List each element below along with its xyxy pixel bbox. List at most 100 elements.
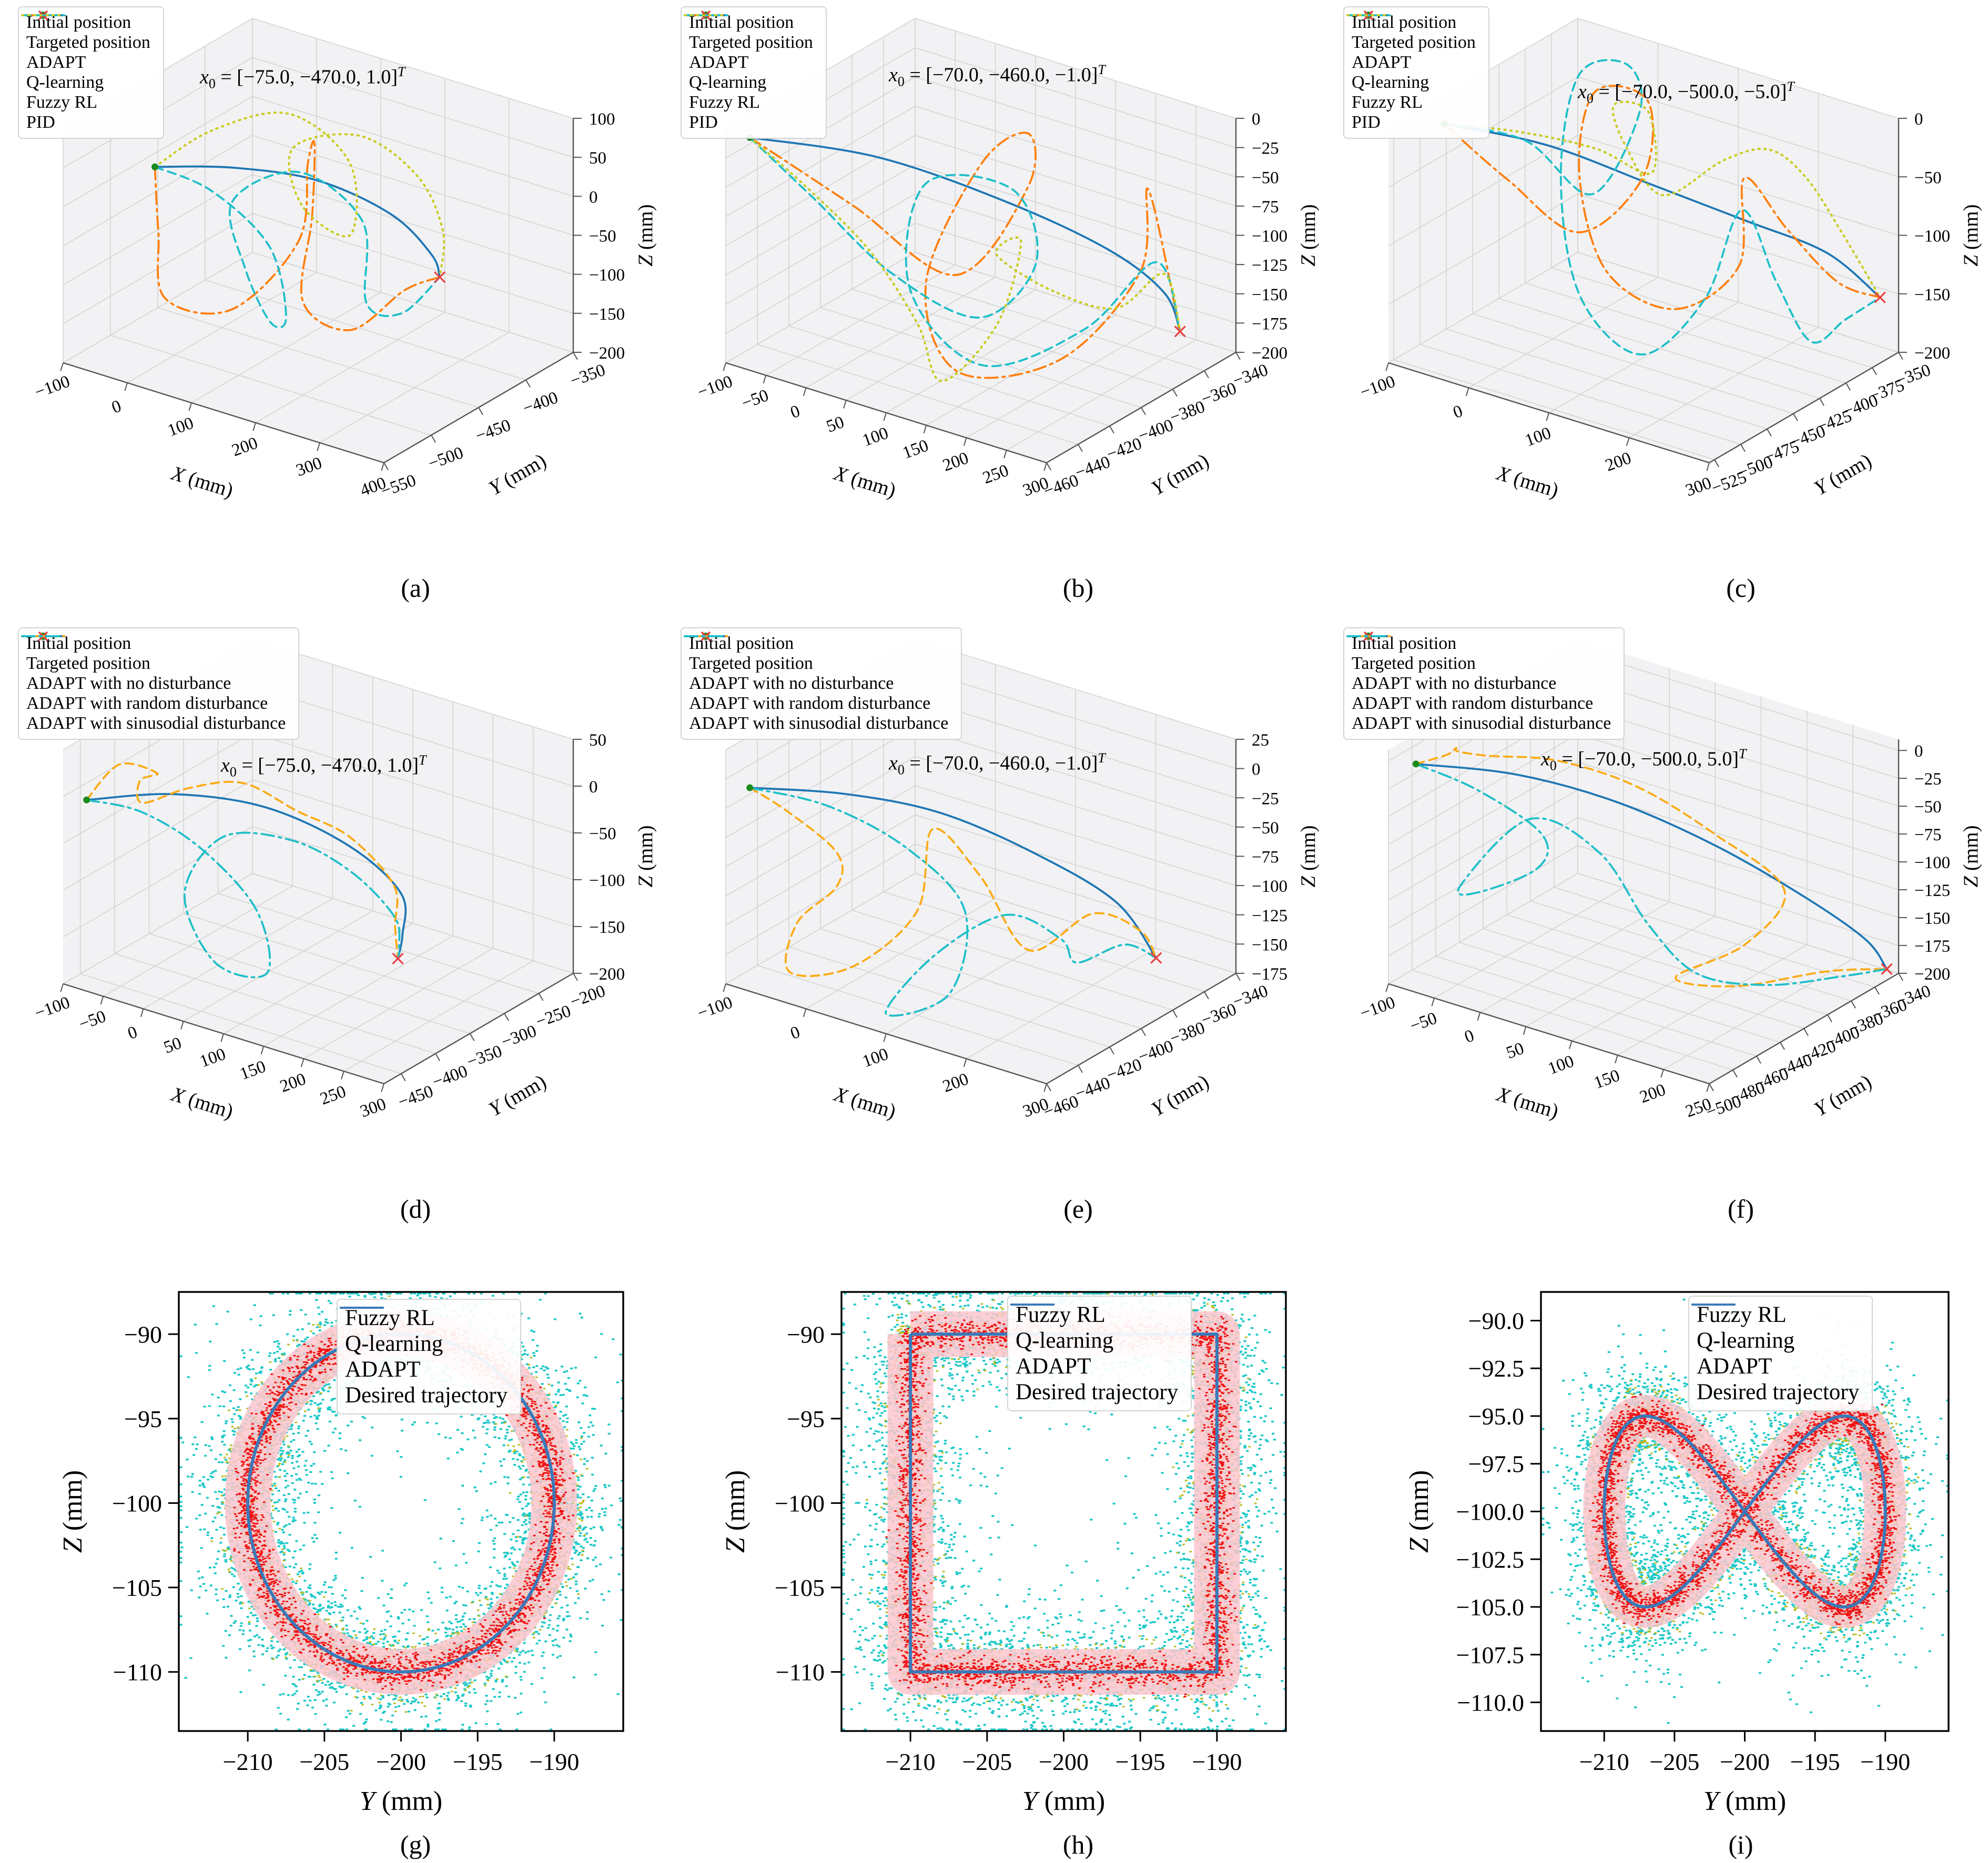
svg-text:−200: −200 (1914, 344, 1950, 363)
plot3d-d: −100 −50 050 100 150 200 250 300−200−250−300−35… (32, 639, 657, 1123)
legend-item-label: Targeted position (26, 654, 150, 673)
annotation-sub: 0 (897, 762, 905, 778)
legend-row3: Fuzzy RL Q-learning ADAPT Desired trajector… (1688, 1296, 1873, 1411)
svg-text:0: 0 (1451, 402, 1465, 422)
svg-text:300: 300 (1683, 474, 1714, 501)
svg-text:−100: −100 (589, 871, 625, 890)
svg-text:200: 200 (940, 449, 971, 475)
svg-text:−100: −100 (1357, 372, 1397, 402)
svg-text:−150: −150 (589, 305, 625, 324)
tick-marks (168, 1333, 555, 1742)
svg-text:−107.5: −107.5 (1456, 1642, 1524, 1668)
annotation-body: = [−70.0, −500.0, −5.0] (1593, 80, 1787, 103)
caption-f: (f) (1728, 1194, 1754, 1224)
svg-text:−195: −195 (453, 1748, 503, 1775)
svg-text:−25: −25 (1914, 770, 1942, 789)
legend-item: ADAPT (1010, 1304, 1178, 1379)
svg-text:25: 25 (1252, 731, 1269, 750)
x-axis-label: X (mm) (168, 462, 236, 502)
tick-labels: −100 −50 050 100 150 200 250 300−340−360−380−40… (695, 110, 1287, 501)
svg-text:250: 250 (980, 461, 1011, 488)
legend-item: Q-learning (1010, 1304, 1178, 1353)
svg-text:−460: −460 (1041, 471, 1081, 501)
svg-text:−90.0: −90.0 (1468, 1307, 1524, 1334)
svg-text:200: 200 (1603, 449, 1634, 475)
svg-text:−95: −95 (124, 1406, 162, 1432)
annotation-sub: 0 (208, 76, 216, 91)
legend-item-label: ADAPT with no disturbance (26, 674, 231, 693)
legend-item-label: ADAPT with random disturbance (26, 694, 268, 713)
svg-text:−75: −75 (1914, 826, 1942, 844)
svg-text:−75: −75 (1252, 848, 1279, 867)
initial-state-annotation: x0 = [−75.0, −470.0, 1.0]T (200, 64, 405, 91)
x-axis-label: X (mm) (1493, 1083, 1561, 1123)
tick-labels: −210 −205 −200 −195 −190 −90.0 −92.5 −95.0 −97.5… (1456, 1307, 1911, 1775)
legend-item: Fuzzy RL (1010, 1302, 1178, 1328)
annotation-var: x (1541, 748, 1550, 770)
svg-text:−100: −100 (1252, 877, 1287, 896)
y-axis-label: Y (mm) (1810, 449, 1875, 500)
svg-text:−200: −200 (589, 965, 625, 984)
legend-item: Targeted position (689, 10, 813, 53)
trajectory-adapt-with-no-disturbance (748, 787, 1158, 959)
svg-text:−125: −125 (1252, 256, 1287, 275)
annotation-sup: T (1738, 746, 1747, 761)
annotation-sub: 0 (1586, 90, 1594, 106)
legend-item: ADAPT with sinusodial disturbance (684, 635, 948, 734)
legend-line-icon (1691, 1304, 1736, 1306)
legend-item-label: Desired trajectory (1697, 1380, 1860, 1404)
legend-item-label: ADAPT with no disturbance (689, 674, 894, 693)
legend-item: Q-learning (1346, 14, 1476, 93)
annotation-sub: 0 (897, 74, 905, 89)
svg-text:−380: −380 (1168, 398, 1208, 427)
svg-text:−50: −50 (76, 1007, 108, 1034)
tick-marks (831, 1333, 1218, 1742)
svg-text:100: 100 (165, 414, 196, 441)
panel-b: −100 −50 0 50 100 150 200 250 300 −340 −360 −380 −40… (663, 0, 1325, 621)
tick-marks (1385, 750, 1907, 1092)
svg-text:0: 0 (1914, 742, 1923, 761)
legend-item-label: Fuzzy RL (345, 1306, 435, 1330)
svg-text:−250: −250 (533, 1002, 573, 1032)
plot-i: −210 −205 −200 −195 −190 −90.0 −92.5 −95.0 −97.5… (1325, 1242, 1988, 1863)
annotation-body: = [−70.0, −500.0, 5.0] (1556, 748, 1739, 770)
svg-text:−105: −105 (775, 1574, 825, 1601)
svg-text:−525: −525 (1709, 468, 1749, 498)
svg-text:−150: −150 (1252, 286, 1287, 304)
legend-item-label: ADAPT (1016, 1354, 1091, 1379)
panel-d: −100 −50 0 50 100 150 200 250 300 −200 −250 −300 −35… (0, 621, 663, 1242)
legend-item: ADAPT with sinusodial disturbance (1346, 635, 1611, 734)
y-axis-label: Y (mm) (485, 1070, 550, 1121)
svg-text:100: 100 (860, 424, 891, 451)
svg-text:−500: −500 (426, 443, 466, 473)
annotation-body: = [−70.0, −460.0, −1.0] (904, 752, 1098, 775)
trajectory-pid (154, 111, 445, 279)
initial-state-annotation: x0 = [−70.0, −500.0, −5.0]T (1578, 79, 1794, 106)
svg-text:−100: −100 (775, 1490, 825, 1516)
plot-e: −100 0 100 200 300 −340 −360 −380 −400 −420 −440 −4… (663, 621, 1325, 1242)
tick-marks (60, 118, 582, 471)
legend-item: ADAPT (340, 1307, 508, 1382)
legend-item: ADAPT with random disturbance (1346, 635, 1611, 714)
trajectory-q-learning (748, 131, 1181, 379)
svg-text:−100: −100 (1914, 853, 1950, 872)
legend-item: ADAPT with no disturbance (1346, 635, 1611, 694)
svg-text:−200: −200 (1914, 965, 1950, 984)
y-axis-label: Y (mm) (1810, 1070, 1875, 1121)
svg-text:−400: −400 (430, 1062, 470, 1092)
x-axis-label: Y (mm) (1022, 1786, 1105, 1816)
svg-text:−200: −200 (376, 1748, 426, 1775)
svg-text:200: 200 (229, 434, 260, 461)
svg-text:−420: −420 (1104, 1055, 1144, 1085)
svg-text:−200: −200 (1252, 344, 1287, 363)
legend-item: Fuzzy RL (1346, 14, 1476, 113)
svg-text:−110: −110 (776, 1659, 825, 1686)
legend-item: ADAPT with random disturbance (684, 635, 948, 714)
svg-text:−105.0: −105.0 (1456, 1594, 1524, 1621)
y-axis-label: Z (mm) (721, 1470, 750, 1553)
plot-g: −210 −205 −200 −195 −190 −90 −95 −100 −105 −110 Y … (0, 1242, 663, 1863)
caption-c: (c) (1726, 573, 1756, 603)
svg-text:−100: −100 (1914, 227, 1950, 246)
svg-text:−92.5: −92.5 (1468, 1355, 1524, 1382)
